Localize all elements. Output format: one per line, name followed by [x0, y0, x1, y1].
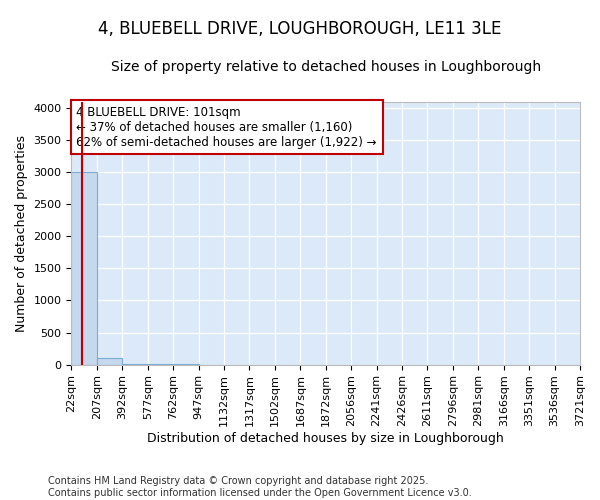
- X-axis label: Distribution of detached houses by size in Loughborough: Distribution of detached houses by size …: [148, 432, 504, 445]
- Text: Contains HM Land Registry data © Crown copyright and database right 2025.
Contai: Contains HM Land Registry data © Crown c…: [48, 476, 472, 498]
- Bar: [97, 358, 122, 364]
- Text: 4 BLUEBELL DRIVE: 101sqm
← 37% of detached houses are smaller (1,160)
62% of sem: 4 BLUEBELL DRIVE: 101sqm ← 37% of detach…: [76, 106, 377, 148]
- Title: Size of property relative to detached houses in Loughborough: Size of property relative to detached ho…: [110, 60, 541, 74]
- Text: 4, BLUEBELL DRIVE, LOUGHBOROUGH, LE11 3LE: 4, BLUEBELL DRIVE, LOUGHBOROUGH, LE11 3L…: [98, 20, 502, 38]
- Y-axis label: Number of detached properties: Number of detached properties: [15, 134, 28, 332]
- Bar: [71, 172, 97, 364]
